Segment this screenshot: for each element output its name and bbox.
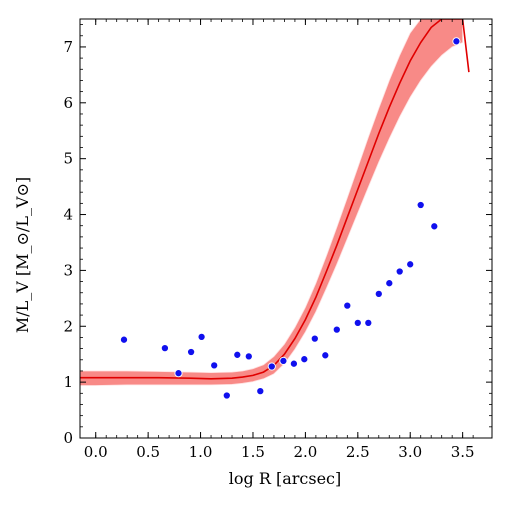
data-point xyxy=(452,37,461,46)
data-point xyxy=(343,301,352,310)
data-point xyxy=(279,356,288,365)
plot-area xyxy=(80,19,470,400)
y-tick-label: 4 xyxy=(63,206,73,224)
model-line xyxy=(80,19,470,380)
data-point xyxy=(174,369,183,378)
y-tick-label: 6 xyxy=(63,94,73,112)
x-tick-label: 0.0 xyxy=(84,443,108,461)
uncertainty-band xyxy=(80,19,463,386)
data-point xyxy=(332,325,341,334)
data-point xyxy=(197,332,206,341)
plot-frame xyxy=(79,18,493,439)
data-point xyxy=(353,318,362,327)
data-point xyxy=(395,267,404,276)
data-point xyxy=(119,335,129,344)
data-point xyxy=(310,334,319,343)
data-point xyxy=(364,318,373,327)
x-tick-label: 1.0 xyxy=(189,443,213,461)
data-point xyxy=(416,200,425,210)
y-tick-label: 0 xyxy=(63,429,73,447)
data-point xyxy=(187,347,196,357)
data-point xyxy=(289,359,298,368)
y-axis-label: M/L_V [M_⊙/L_V⊙] xyxy=(13,177,32,333)
data-point xyxy=(210,361,219,370)
data-point xyxy=(233,350,242,359)
x-axis-label: log R [arcsec] xyxy=(229,469,341,488)
x-tick-label: 0.5 xyxy=(136,443,160,461)
data-point xyxy=(267,362,276,371)
data-point xyxy=(385,279,394,288)
y-tick-label: 2 xyxy=(63,317,73,335)
data-point xyxy=(321,351,330,360)
x-tick-label: 3.5 xyxy=(451,443,475,461)
y-tick-label: 1 xyxy=(63,373,73,391)
data-point xyxy=(300,355,309,364)
data-point xyxy=(256,387,265,396)
y-tick-label: 3 xyxy=(63,261,73,279)
x-tick-label: 2.0 xyxy=(293,443,317,461)
data-point xyxy=(222,391,231,400)
data-point xyxy=(374,289,383,298)
data-point xyxy=(244,352,253,361)
data-point xyxy=(430,222,439,231)
axes: 0.0 0.5 1.0 1.5 2.0 2.5 3.0 3.5 0 1 2 3 4 5 6 7 xyxy=(63,18,493,461)
y-tick-label: 5 xyxy=(63,150,73,168)
data-point xyxy=(406,260,415,269)
x-tick-label: 1.5 xyxy=(241,443,265,461)
y-tick-label: 7 xyxy=(63,38,73,56)
x-tick-label: 3.0 xyxy=(398,443,422,461)
data-point xyxy=(160,344,169,353)
x-tick-label: 2.5 xyxy=(346,443,370,461)
